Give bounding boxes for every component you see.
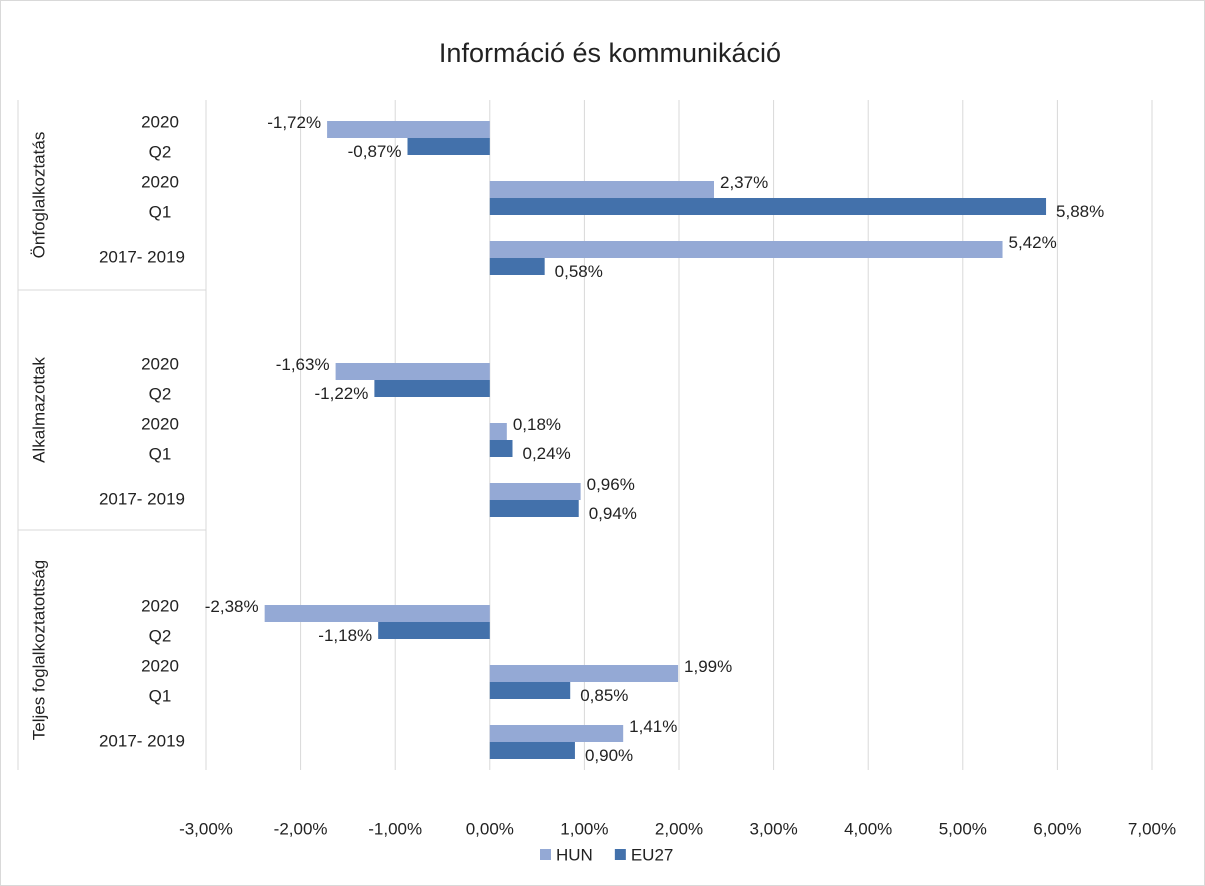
bar [407,138,490,155]
bar [489,682,571,699]
group-label: Teljes foglalkoztatottság [29,560,48,741]
data-label: 2,37% [720,173,768,192]
bar [489,725,624,742]
data-label: 0,90% [585,746,633,765]
y-tick-label: Q1 [149,202,172,221]
y-tick-label: 2017- 2019 [99,247,185,266]
data-label: -1,18% [318,626,372,645]
group-label: Alkalmazottak [29,357,48,463]
data-label: 0,18% [513,415,561,434]
data-label: -1,63% [276,355,330,374]
data-label: -1,72% [267,113,321,132]
data-label: -0,87% [348,142,402,161]
data-label: 1,99% [684,657,732,676]
bar [489,258,545,275]
x-tick-label: 0,00% [466,819,514,838]
bar [489,181,715,198]
y-tick-label: 2020 [141,414,179,433]
bar [489,665,679,682]
data-label: 0,94% [589,504,637,523]
x-tick-label: 4,00% [844,819,892,838]
data-label: 5,42% [1009,233,1057,252]
chart-title: Információ és kommunikáció [439,38,781,68]
y-tick-label: 2020 [141,112,179,131]
data-label: -2,38% [205,597,259,616]
y-tick-label: 2020 [141,596,179,615]
bar [327,121,490,138]
data-label: 0,58% [555,262,603,281]
bar [489,423,507,440]
bar [489,198,1047,215]
data-label: 0,24% [523,444,571,463]
x-tick-label: 3,00% [749,819,797,838]
data-label: -1,22% [315,384,369,403]
bar [335,363,490,380]
data-label: 0,96% [587,475,635,494]
y-tick-label: Q2 [149,626,172,645]
bar [374,380,490,397]
y-tick-label: Q2 [149,142,172,161]
data-label: 1,41% [629,717,677,736]
x-tick-label: -2,00% [274,819,328,838]
bar [489,241,1003,258]
y-tick-label: 2020 [141,172,179,191]
y-tick-label: Q2 [149,384,172,403]
legend-swatch [614,849,626,860]
group-label: Önfoglalkoztatás [29,132,48,259]
bar [489,742,575,759]
x-tick-label: -3,00% [179,819,233,838]
y-tick-label: Q1 [149,686,172,705]
x-tick-label: 5,00% [939,819,987,838]
bar [264,605,490,622]
data-label: 0,85% [580,686,628,705]
x-tick-label: 2,00% [655,819,703,838]
y-tick-label: 2017- 2019 [99,489,185,508]
bar [378,622,490,639]
y-tick-label: 2017- 2019 [99,731,185,750]
x-tick-label: 1,00% [560,819,608,838]
bar [489,440,513,457]
x-tick-label: 7,00% [1128,819,1176,838]
legend-label: EU27 [631,845,674,864]
data-label: 5,88% [1056,202,1104,221]
legend-label: HUN [556,845,593,864]
y-tick-label: 2020 [141,354,179,373]
bar [489,500,579,517]
x-tick-label: 6,00% [1033,819,1081,838]
x-tick-label: -1,00% [368,819,422,838]
y-tick-label: 2020 [141,656,179,675]
legend-swatch [540,849,551,860]
y-tick-label: Q1 [149,444,172,463]
bar [489,483,581,500]
